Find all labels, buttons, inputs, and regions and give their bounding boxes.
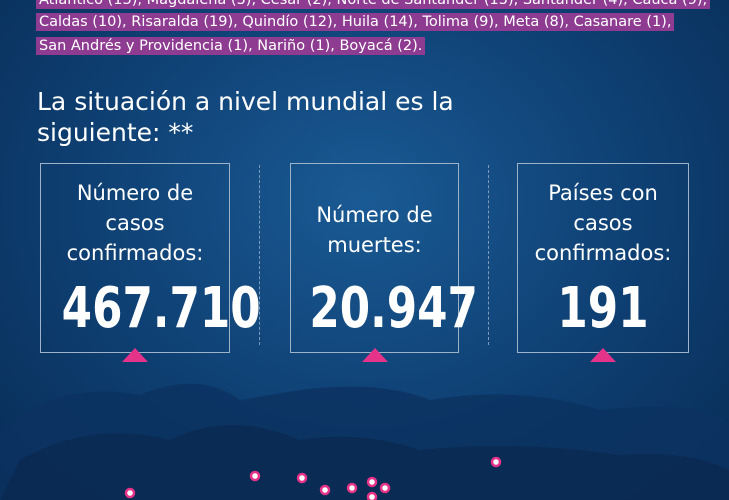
pointer xyxy=(361,348,388,362)
stat-value: 467.710 xyxy=(61,276,261,341)
stat-value: 191 xyxy=(557,276,649,341)
header-line: Caldas (10), Risaralda (19), Quindío (12… xyxy=(36,13,675,31)
stat-box: Número de muertes: 20.947 xyxy=(290,163,478,362)
header-line: Atlántico (13), Magdalena (5), Cesar (2)… xyxy=(36,0,711,9)
stat-label: Países con casos confirmados: xyxy=(534,181,672,265)
separator xyxy=(259,165,260,345)
stat-label: Número de casos confirmados: xyxy=(66,181,204,265)
pointer xyxy=(122,348,148,362)
stat-label: Número de muertes: xyxy=(316,203,433,257)
separator xyxy=(488,165,489,345)
pointer xyxy=(590,348,616,362)
heading: La situación a nivel mundial es la sigui… xyxy=(37,87,454,147)
header-line: San Andrés y Providencia (1), Nariño (1)… xyxy=(36,37,426,55)
stat-box: Países con casos confirmados: 191 xyxy=(517,163,689,362)
stat-box: Número de casos confirmados: 467.710 xyxy=(40,163,261,362)
stat-value: 20.947 xyxy=(309,276,478,341)
